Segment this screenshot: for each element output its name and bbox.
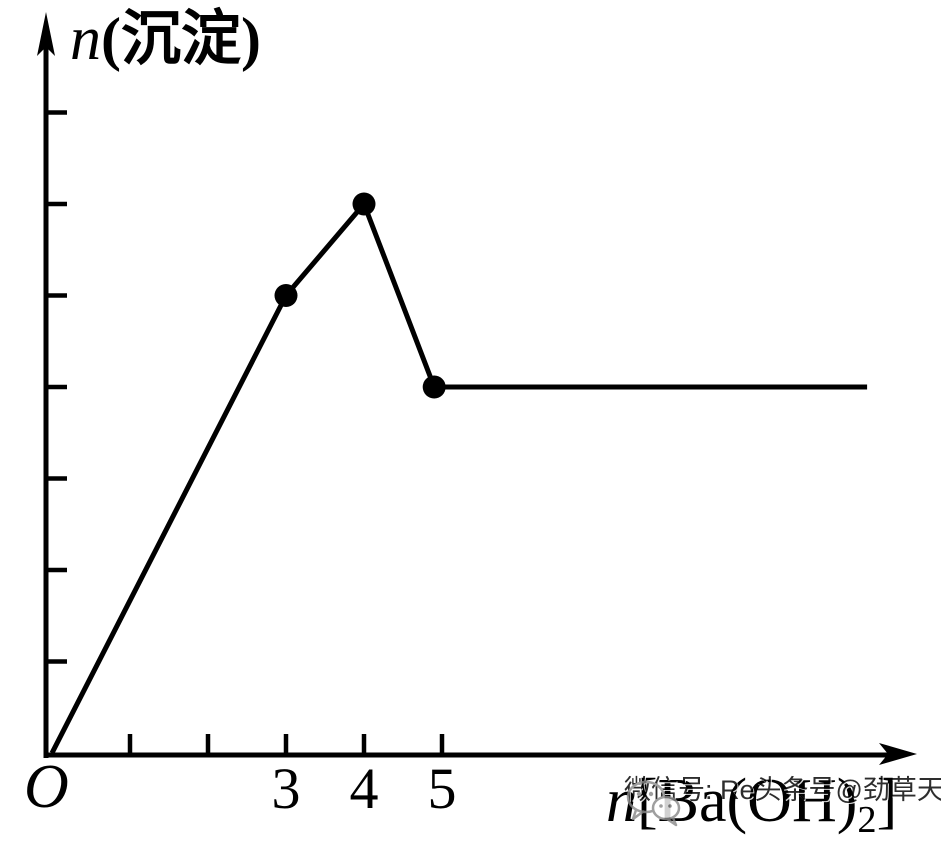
data-line (49, 201, 868, 755)
y-axis-arrow-icon (37, 12, 55, 56)
x-axis-label-formula: [Ba(OH) (637, 767, 858, 835)
y-axis-label-variable: n (70, 5, 101, 73)
x-axis-label-variable: n (606, 767, 637, 835)
x-tick-label: 3 (271, 756, 301, 821)
x-tick-label: 5 (427, 756, 457, 821)
data-point (422, 375, 446, 399)
origin-label: O (24, 753, 69, 821)
x-axis-label: n[Ba(OH)2] (606, 770, 897, 839)
y-axis-label: n(沉淀) (70, 8, 261, 70)
x-axis-label-bracket: ] (876, 767, 898, 835)
x-axis-label-subscript: 2 (857, 798, 877, 841)
data-point (274, 284, 298, 307)
y-axis-label-text: (沉淀) (101, 6, 261, 72)
x-axis-arrow-icon (879, 743, 917, 765)
x-tick-label: 4 (349, 756, 379, 821)
data-point (352, 192, 376, 216)
